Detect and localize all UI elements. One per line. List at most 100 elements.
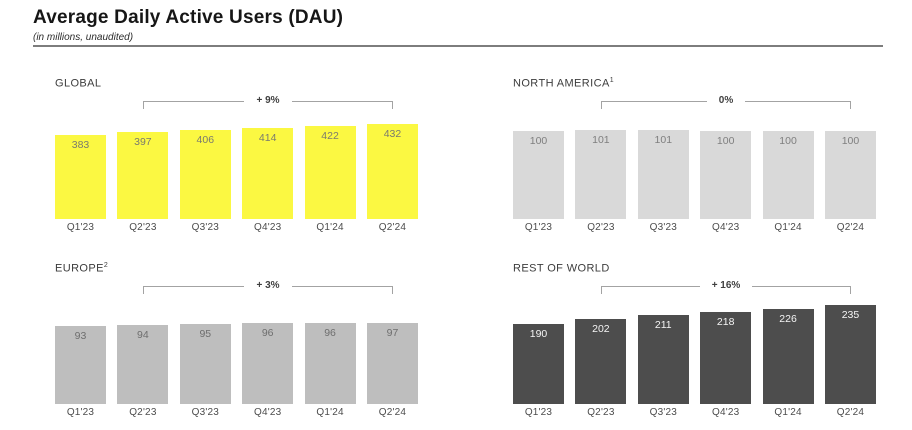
bar-value-label: 190 xyxy=(529,328,548,340)
axis-label: Q1'24 xyxy=(774,407,802,418)
bar: 432 xyxy=(366,124,418,219)
axis-label: Q2'23 xyxy=(129,407,157,418)
axis-label: Q2'23 xyxy=(587,407,615,418)
bar: 226 xyxy=(762,309,814,404)
chart-title-text: REST OF WORLD xyxy=(513,262,610,275)
bar-value-label: 202 xyxy=(592,323,610,335)
bracket-line-right xyxy=(752,286,852,287)
chart-title: GLOBAL xyxy=(55,77,101,90)
axis-label: Q1'23 xyxy=(66,222,95,233)
chart-title-footnote: 2 xyxy=(103,262,109,269)
axis-label: Q2'23 xyxy=(129,222,157,233)
bar-value-label: 211 xyxy=(654,319,672,331)
axis-label: Q1'24 xyxy=(774,222,802,233)
axis-label: Q4'23 xyxy=(253,407,282,418)
change-bracket: + 3% xyxy=(143,281,394,296)
axis-label: Q4'23 xyxy=(711,407,740,418)
axis-label: Q1'24 xyxy=(316,407,344,418)
bar-value-label: 414 xyxy=(258,132,277,144)
bar: 93 xyxy=(55,326,106,404)
change-bracket: + 16% xyxy=(601,281,852,296)
page-title: Average Daily Active Users (DAU) xyxy=(33,7,344,28)
bar: 96 xyxy=(242,323,294,404)
bracket-line-left xyxy=(601,101,707,102)
axis-label: Q1'23 xyxy=(66,407,95,418)
axis-label: Q1'23 xyxy=(524,222,553,233)
bar: 414 xyxy=(242,128,294,219)
bar-value-label: 94 xyxy=(137,329,149,341)
axis-label: Q3'23 xyxy=(649,407,677,418)
bar-value-label: 96 xyxy=(261,327,274,339)
bar-value-label: 93 xyxy=(74,330,87,342)
bar: 406 xyxy=(179,130,231,219)
bars-container: 383 397 406 414 422 432 xyxy=(55,119,418,219)
bar: 100 xyxy=(513,131,564,219)
bar: 96 xyxy=(304,323,356,404)
header-divider xyxy=(33,45,883,47)
bar: 100 xyxy=(700,131,752,219)
bar: 100 xyxy=(824,131,876,219)
axis-label: Q3'23 xyxy=(191,222,219,233)
bar: 95 xyxy=(179,324,231,404)
axis-labels: Q1'23 Q2'23 Q3'23 Q4'23 Q1'24 Q2'24 xyxy=(513,407,876,418)
bar-value-label: 432 xyxy=(383,128,402,140)
bar: 218 xyxy=(700,312,752,404)
bar: 100 xyxy=(762,131,814,219)
change-bracket: + 9% xyxy=(143,96,394,111)
change-label: 0% xyxy=(718,95,734,106)
bar: 202 xyxy=(575,319,627,404)
axis-label: Q1'24 xyxy=(316,222,344,233)
chart-panel-europe: EUROPE2 + 3% 93 94 95 96 96 97 Q1'23 Q2'23 Q3'2… xyxy=(55,260,418,425)
bracket-line-left xyxy=(601,286,700,287)
bracket-line-right xyxy=(291,101,394,102)
bars-container: 190 202 211 218 226 235 xyxy=(513,304,876,404)
bar: 422 xyxy=(304,126,356,219)
axis-labels: Q1'23 Q2'23 Q3'23 Q4'23 Q1'24 Q2'24 xyxy=(513,222,876,233)
change-label: + 3% xyxy=(256,280,280,291)
bar-value-label: 218 xyxy=(716,316,735,328)
bar-value-label: 100 xyxy=(716,135,735,147)
chart-title-text: NORTH AMERICA xyxy=(513,77,610,90)
bar: 97 xyxy=(366,323,418,404)
bar-value-label: 235 xyxy=(841,309,860,321)
bar-value-label: 100 xyxy=(529,135,548,147)
axis-label: Q2'24 xyxy=(836,222,865,233)
axis-label: Q4'23 xyxy=(711,222,740,233)
chart-panel-north-america: NORTH AMERICA1 0% 100 101 101 100 100 100 Q1'… xyxy=(513,75,876,240)
chart-title: EUROPE2 xyxy=(55,262,108,275)
bars-container: 100 101 101 100 100 100 xyxy=(513,119,876,219)
axis-label: Q2'24 xyxy=(836,407,865,418)
bar: 101 xyxy=(637,130,689,219)
bracket-line-left xyxy=(143,101,245,102)
bar: 94 xyxy=(117,325,169,404)
axis-label: Q1'23 xyxy=(524,407,553,418)
bar-value-label: 226 xyxy=(779,313,797,325)
bar-value-label: 96 xyxy=(324,327,336,339)
axis-label: Q3'23 xyxy=(649,222,677,233)
bar: 211 xyxy=(637,315,689,404)
bar-value-label: 95 xyxy=(199,328,212,340)
chart-title-text: EUROPE xyxy=(55,262,104,275)
bar-value-label: 383 xyxy=(71,139,90,151)
bar-value-label: 100 xyxy=(841,135,860,147)
bracket-line-left xyxy=(143,286,245,287)
bar-value-label: 100 xyxy=(779,135,797,147)
page-subtitle: (in millions, unaudited) xyxy=(33,32,134,43)
bar-value-label: 101 xyxy=(654,134,673,146)
change-label: + 9% xyxy=(256,95,280,106)
bar: 383 xyxy=(55,135,106,219)
bar: 235 xyxy=(824,305,876,404)
chart-title-text: GLOBAL xyxy=(55,77,102,90)
axis-label: Q4'23 xyxy=(253,222,282,233)
chart-panel-rest-of-world: REST OF WORLD + 16% 190 202 211 218 226 235 Q… xyxy=(513,260,876,425)
chart-title: REST OF WORLD xyxy=(513,262,610,275)
axis-label: Q2'24 xyxy=(378,407,407,418)
chart-panel-global: GLOBAL + 9% 383 397 406 414 422 432 Q1'23 Q2'2… xyxy=(55,75,418,240)
change-bracket: 0% xyxy=(601,96,852,111)
axis-label: Q3'23 xyxy=(191,407,219,418)
bar: 101 xyxy=(575,130,627,219)
bar-value-label: 406 xyxy=(196,134,215,146)
bars-container: 93 94 95 96 96 97 xyxy=(55,304,418,404)
bar: 397 xyxy=(117,132,169,219)
